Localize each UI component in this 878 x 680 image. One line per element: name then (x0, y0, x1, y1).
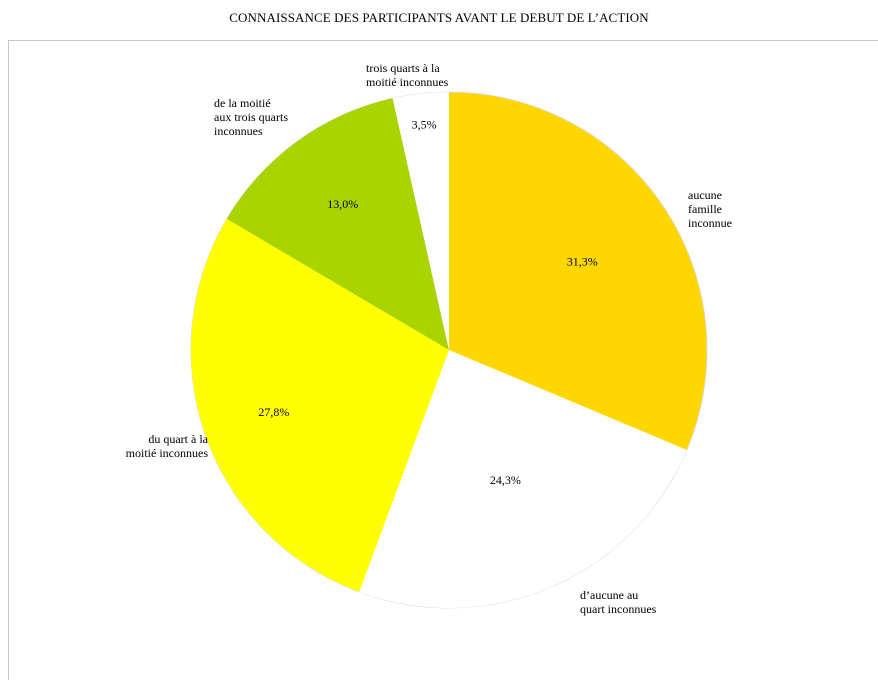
pie-value-label-1: 31,3% (567, 255, 598, 269)
pie-slice-4 (226, 98, 449, 350)
pie-category-label-2: d’aucune au quart inconnues (580, 588, 657, 616)
pie-chart: 31,3% 24,3% 27,8% 13,0% 3,5% (190, 91, 708, 609)
pie-slice-5 (392, 92, 449, 350)
pie-category-label-1: aucune famille inconnue (688, 188, 732, 230)
pie-value-label-4: 13,0% (327, 197, 358, 211)
chart-title: CONNAISSANCE DES PARTICIPANTS AVANT LE D… (229, 10, 649, 25)
pie-value-label-5: 3,5% (412, 117, 437, 131)
pie-category-label-5: trois quarts à la moitié inconnues (366, 61, 449, 89)
pie-slice-3 (191, 218, 449, 592)
pie-slice-2 (359, 350, 687, 608)
pie-category-label-4: de la moitié aux trois quarts inconnues (214, 96, 288, 138)
pie-value-label-3: 27,8% (258, 405, 289, 419)
pie-value-label-2: 24,3% (490, 473, 521, 487)
plot-area-border (8, 40, 878, 680)
pie-category-label-3: du quart à la moitié inconnues (125, 432, 208, 460)
pie-slice-1 (449, 92, 707, 450)
